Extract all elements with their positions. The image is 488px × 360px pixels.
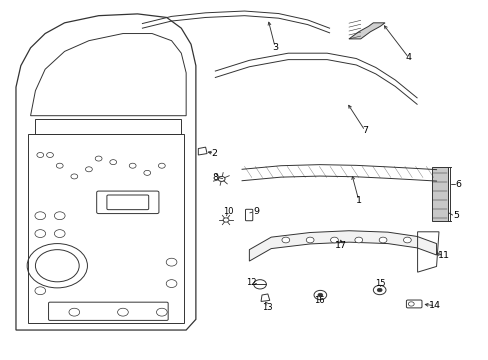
Circle shape [282,237,289,243]
Text: 8: 8 [212,173,218,182]
Text: 17: 17 [334,240,346,249]
Text: 11: 11 [437,251,449,260]
Text: 2: 2 [211,149,217,158]
Circle shape [378,237,386,243]
Text: 14: 14 [428,301,440,310]
Text: 7: 7 [361,126,367,135]
Polygon shape [431,167,447,221]
Text: 13: 13 [262,303,273,312]
Text: 15: 15 [375,279,385,288]
Text: 1: 1 [355,196,361,205]
Circle shape [305,237,313,243]
Circle shape [403,237,410,243]
Circle shape [376,288,381,292]
Text: 6: 6 [454,180,461,189]
Text: 5: 5 [452,211,458,220]
Text: 3: 3 [271,42,278,51]
Circle shape [317,293,322,297]
Text: 9: 9 [253,207,259,216]
Text: 16: 16 [314,296,325,305]
Text: 12: 12 [245,278,256,287]
Text: 4: 4 [405,53,411,62]
Polygon shape [249,231,436,261]
Polygon shape [348,23,384,39]
Circle shape [330,237,338,243]
Circle shape [354,237,362,243]
Text: 10: 10 [223,207,233,216]
